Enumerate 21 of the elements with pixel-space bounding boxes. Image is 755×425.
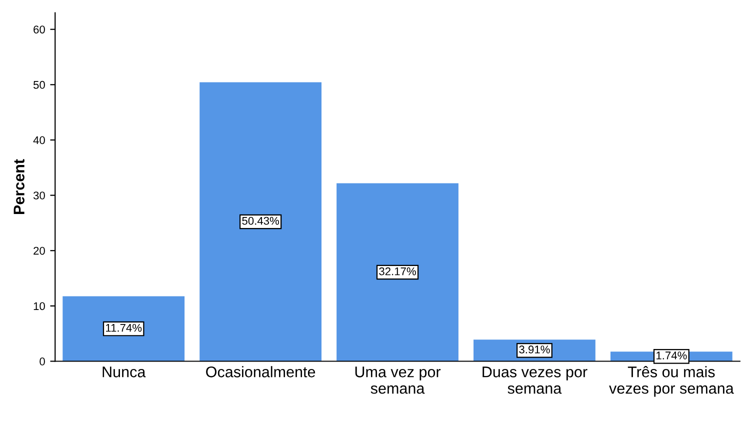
bar: [62, 296, 185, 362]
x-tick-label: Duas vezes por semana: [482, 366, 588, 394]
x-tick-label: Três ou mais vezes por semana: [609, 366, 734, 397]
bar: [336, 183, 458, 362]
y-tick-label: 50: [33, 80, 45, 89]
y-tick-label: 40: [33, 136, 45, 144]
data-label: 50.43%: [242, 216, 279, 225]
y-tick-label: 60: [34, 26, 45, 34]
y-tick-label: 30: [33, 192, 45, 200]
data-label: 11.74%: [106, 324, 142, 332]
bar: [200, 82, 322, 362]
data-label: 1.74%: [656, 352, 687, 360]
x-tick-label: Ocasionalmente: [206, 366, 316, 378]
y-tick-label: 0: [40, 358, 45, 366]
y-tick-label: 20: [34, 246, 45, 255]
x-tick-label: Uma vez por semana: [355, 366, 441, 394]
data-label: 32.17%: [379, 267, 416, 276]
y-axis-title: Percent: [14, 159, 24, 214]
data-label: 3.91%: [519, 346, 550, 354]
y-tick-label: 10: [34, 302, 45, 310]
x-tick-label: Nunca: [102, 366, 146, 378]
